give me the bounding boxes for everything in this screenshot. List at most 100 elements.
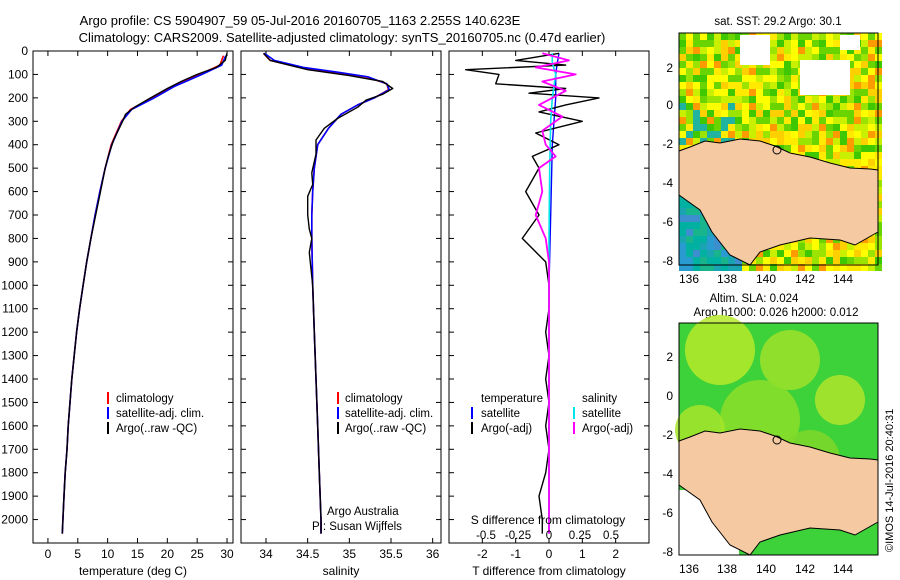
- sst-cell: [840, 145, 847, 152]
- sst-cell: [686, 229, 693, 236]
- sst-cell: [833, 96, 840, 103]
- sst-cell: [763, 110, 770, 117]
- sst-cell: [749, 75, 756, 82]
- sst-cell: [819, 110, 826, 117]
- series-line-1: [262, 52, 390, 534]
- sst-cell: [861, 145, 868, 152]
- x-tick-label: 35: [343, 547, 357, 561]
- sst-cell: [735, 82, 742, 89]
- sst-cell: [819, 152, 826, 159]
- sla-map-frame: [678, 322, 879, 556]
- sst-cell: [700, 131, 707, 138]
- sst-cell: [819, 250, 826, 257]
- sst-cell: [868, 250, 875, 257]
- sst-cell: [791, 250, 798, 257]
- sst-cell: [721, 103, 728, 110]
- sst-cell: [721, 117, 728, 124]
- header-line-1: Argo profile: CS 5904907_59 05-Jul-2016 …: [80, 13, 521, 28]
- depth-tick-label: 1700: [1, 442, 28, 456]
- sst-cell: [700, 257, 707, 264]
- salinity-plot-frame: [240, 50, 442, 544]
- sst-cell: [798, 124, 805, 131]
- sst-cell: [749, 131, 756, 138]
- sst-cell: [707, 124, 714, 131]
- sst-cell: [728, 117, 735, 124]
- sst-cell: [679, 68, 686, 75]
- sst-cell: [868, 82, 875, 89]
- sst-cell: [798, 33, 805, 40]
- sst-cell: [707, 103, 714, 110]
- sst-cell: [854, 82, 861, 89]
- sst-cell: [735, 33, 742, 40]
- sst-cell: [805, 33, 812, 40]
- sst-cell: [868, 264, 875, 271]
- x-tick-label: -1: [510, 547, 521, 561]
- sst-cell: [833, 152, 840, 159]
- sst-cell: [861, 117, 868, 124]
- sst-cell: [861, 159, 868, 166]
- series-group: [262, 52, 394, 534]
- sst-cell: [805, 145, 812, 152]
- sst-cell: [707, 131, 714, 138]
- sst-cell: [728, 124, 735, 131]
- sst-cell: [735, 110, 742, 117]
- sst-cell: [679, 131, 686, 138]
- sst-cell: [784, 82, 791, 89]
- s-diff-tick-4: 0.25: [569, 530, 591, 542]
- x-tick-label: 34: [259, 547, 273, 561]
- sst-cell: [854, 138, 861, 145]
- sst-cell: [714, 33, 721, 40]
- sst-cell: [686, 208, 693, 215]
- sst-cell: [770, 138, 777, 145]
- sst-cell: [700, 264, 707, 271]
- sst-cell: [686, 96, 693, 103]
- s-difference-axis-label: S difference from climatology: [471, 513, 626, 527]
- sst-cell: [868, 152, 875, 159]
- sst-cell: [700, 243, 707, 250]
- sst-ytick-m8: -8: [662, 254, 673, 268]
- sst-cell: [707, 243, 714, 250]
- sst-cell: [861, 54, 868, 61]
- sst-cell: [700, 124, 707, 131]
- sst-cell: [805, 47, 812, 54]
- sst-cell: [791, 110, 798, 117]
- sst-cell: [854, 243, 861, 250]
- series-group: [61, 53, 228, 534]
- sst-cell: [679, 124, 686, 131]
- sst-cell: [868, 131, 875, 138]
- sst-cell: [700, 82, 707, 89]
- sst-cell: [721, 110, 728, 117]
- sst-ytick-m2: -2: [662, 137, 673, 151]
- sst-cell: [756, 89, 763, 96]
- sst-cell: [756, 75, 763, 82]
- sst-cell: [784, 75, 791, 82]
- sst-cell: [833, 110, 840, 117]
- sst-cell: [679, 208, 686, 215]
- sst-cell: [840, 124, 847, 131]
- sst-map-y-ticks: 2 0 -2 -4 -6 -8: [662, 61, 673, 268]
- sst-cell: [847, 89, 854, 96]
- sst-cell: [707, 250, 714, 257]
- sst-cell: [742, 124, 749, 131]
- sst-cell: [756, 250, 763, 257]
- legend-label-argo: Argo(..raw -QC): [345, 423, 426, 435]
- sst-cell: [861, 82, 868, 89]
- sst-cell: [721, 138, 728, 145]
- salinity-axis-label: salinity: [323, 564, 360, 578]
- salinity-legend: climatology satellite-adj. clim. Argo(..…: [337, 392, 433, 435]
- sst-cell: [742, 89, 749, 96]
- sst-cell: [679, 201, 686, 208]
- sst-cell: [798, 54, 805, 61]
- sst-cell: [756, 264, 763, 271]
- sst-cell: [812, 96, 819, 103]
- sst-cell: [686, 54, 693, 61]
- sst-cell: [805, 138, 812, 145]
- depth-tick-label: 1500: [1, 395, 28, 409]
- sst-cell: [833, 145, 840, 152]
- sst-cell: [798, 103, 805, 110]
- sst-cell: [749, 124, 756, 131]
- sst-cell: [686, 47, 693, 54]
- sst-cell: [777, 257, 784, 264]
- annotation-argo-australia: Argo Australia: [327, 506, 399, 518]
- sst-cell: [777, 89, 784, 96]
